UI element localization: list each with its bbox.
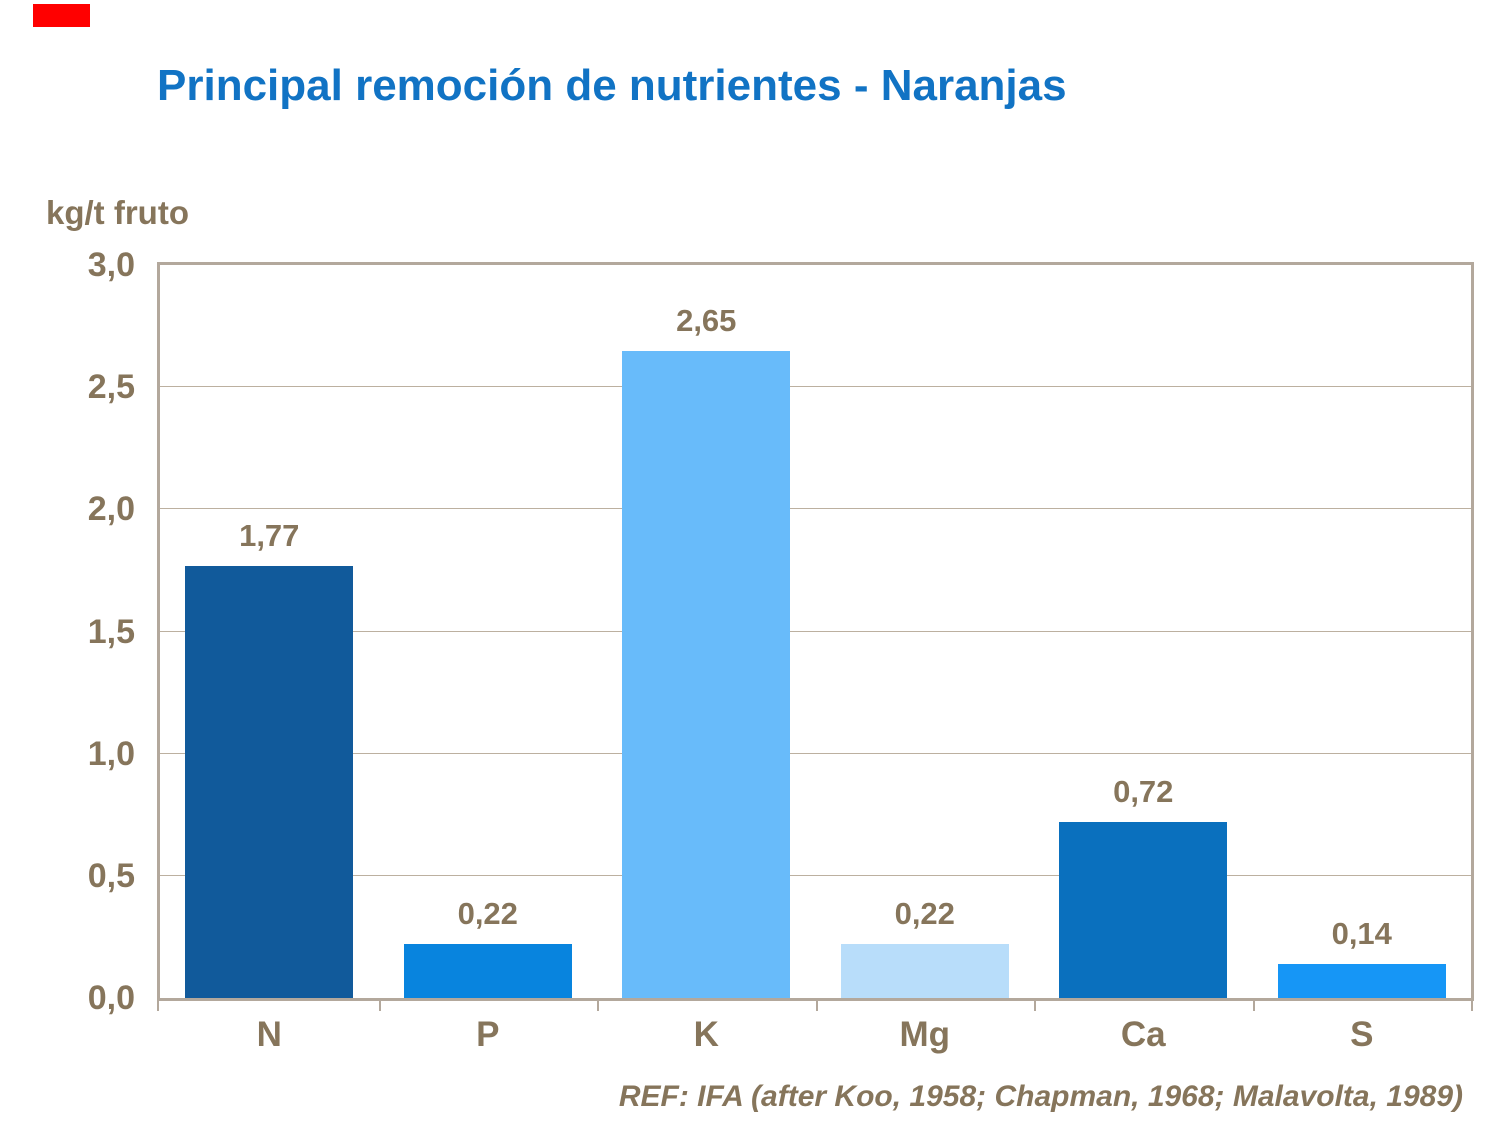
bar-value-label-Mg: 0,22: [894, 896, 955, 932]
x-axis-tick: [597, 999, 599, 1011]
x-category-label-Ca: Ca: [1120, 1015, 1166, 1054]
bar-value-label-Ca: 0,72: [1113, 774, 1174, 810]
bar-value-label-K: 2,65: [676, 302, 737, 338]
bar-Ca: [1059, 822, 1228, 998]
x-category-label-P: P: [476, 1015, 500, 1054]
gridline: [160, 386, 1471, 388]
y-tick-label: 2,5: [87, 368, 135, 407]
gridline: [160, 874, 1471, 876]
x-category-label-Mg: Mg: [899, 1015, 951, 1054]
x-category-label-S: S: [1350, 1015, 1374, 1054]
y-tick-label: 3,0: [87, 246, 135, 284]
red-marker-box: [33, 4, 90, 27]
chart-title: Principal remoción de nutrientes - Naran…: [157, 61, 1067, 110]
plot-area: 1,77 0,22 2,65 0,22 0,72 0,14: [157, 262, 1474, 1001]
gridline: [160, 508, 1471, 510]
bar-S: [1277, 963, 1446, 998]
reference-note: REF: IFA (after Koo, 1958; Chapman, 1968…: [618, 1080, 1463, 1113]
y-tick-label: 0,5: [87, 856, 135, 895]
x-axis-tick: [1471, 999, 1473, 1011]
y-tick-label: 1,0: [87, 734, 135, 773]
bar-N: [185, 565, 354, 998]
x-axis-tick: [1252, 999, 1255, 1011]
bar-value-label-S: 0,14: [1331, 915, 1392, 951]
x-axis-tick: [378, 999, 381, 1011]
y-axis-title: kg/t fruto: [46, 194, 189, 231]
x-category-label-K: K: [693, 1015, 719, 1054]
y-tick-label: 1,5: [87, 612, 135, 651]
x-axis-tick: [1034, 999, 1036, 1011]
x-category-label-N: N: [256, 1015, 282, 1054]
gridline: [160, 752, 1471, 754]
y-tick-label: 0,0: [87, 979, 135, 1017]
gridline: [160, 630, 1471, 632]
bar-Mg: [840, 944, 1009, 998]
bar-value-label-N: 1,77: [239, 517, 300, 553]
x-axis-tick: [815, 999, 818, 1011]
y-tick-label: 2,0: [87, 490, 135, 529]
bar-K: [622, 350, 791, 998]
bar-P: [403, 944, 572, 998]
bar-value-label-P: 0,22: [457, 896, 518, 932]
x-axis-tick: [157, 999, 159, 1011]
